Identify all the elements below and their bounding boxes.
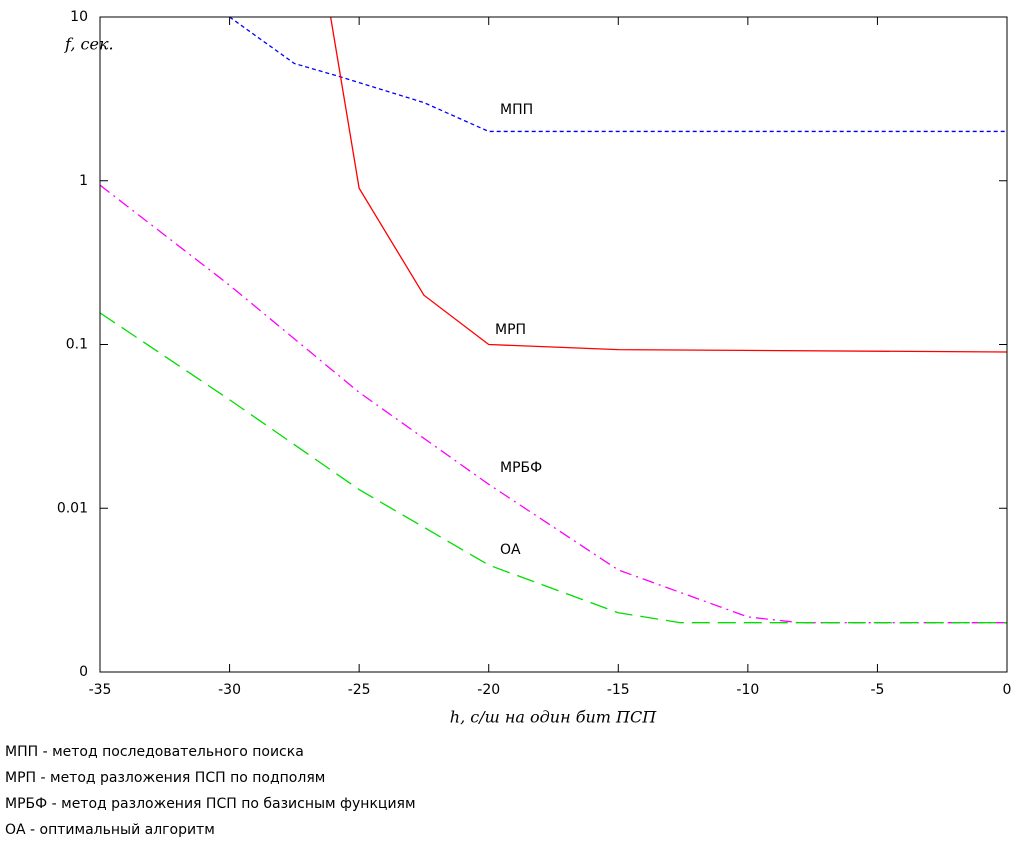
series-label: МПП [500, 102, 533, 118]
note: МПП - метод последовательного поиска [5, 744, 304, 760]
y-axis-label: f, сек. [64, 35, 114, 54]
series-label: МРБФ [500, 460, 542, 476]
x-tick-label: -20 [477, 682, 500, 698]
note: ОА - оптимальный алгоритм [5, 822, 215, 838]
x-tick-label: -5 [870, 682, 884, 698]
series-line [229, 17, 1007, 133]
x-tick-label: -35 [89, 682, 112, 698]
x-tick-label: -10 [736, 682, 759, 698]
y-tick-label: 10 [70, 9, 88, 25]
x-tick-label: 0 [1003, 682, 1012, 698]
series-label: МРП [495, 322, 526, 338]
note: МРБФ - метод разложения ПСП по базисным … [5, 796, 416, 812]
note: МРП - метод разложения ПСП по подполям [5, 770, 325, 786]
plot-frame [99, 16, 1008, 673]
series-line [100, 184, 1007, 624]
series-label: ОА [500, 542, 521, 558]
x-tick-label: -30 [218, 682, 241, 698]
y-tick-label: 0.1 [66, 337, 88, 353]
series-line [329, 17, 1007, 353]
y-tick-label: 1 [79, 173, 88, 189]
x-axis-label: h, с/ш на один бит ПСП [450, 708, 657, 727]
y-tick-label: 0.01 [57, 500, 88, 516]
x-tick-label: -15 [607, 682, 630, 698]
series-line [100, 312, 1007, 624]
y-tick-label: 0 [79, 664, 88, 680]
x-tick-label: -25 [348, 682, 371, 698]
